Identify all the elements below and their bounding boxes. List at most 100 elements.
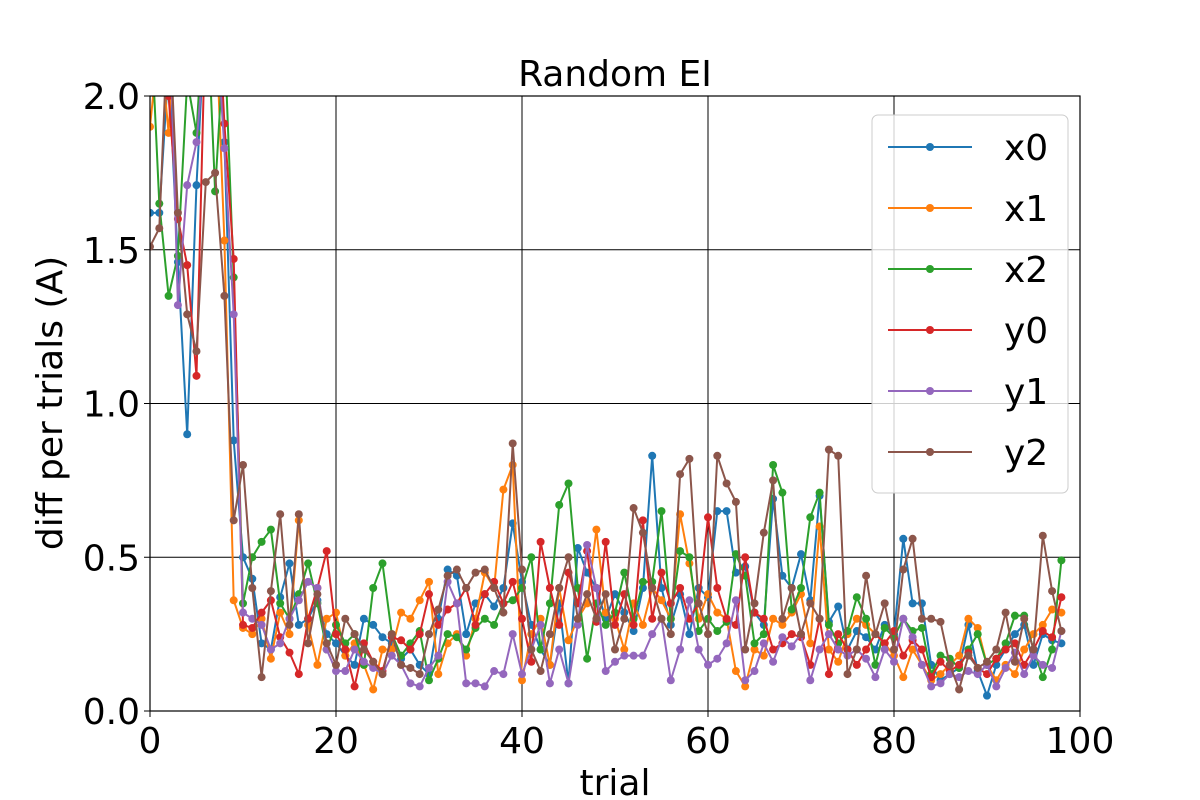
legend-marker [926,265,934,273]
data-point [852,660,861,669]
data-point [1038,673,1047,682]
data-point [583,654,592,663]
data-point [536,645,545,654]
data-point [750,667,759,676]
data-point [759,528,768,537]
data-point [350,630,359,639]
data-point [620,645,629,654]
data-point [536,667,545,676]
data-point [490,584,499,592]
data-point [908,534,917,543]
data-point [862,654,871,663]
data-point [992,645,1001,654]
data-point [508,596,517,605]
data-point [378,670,387,679]
data-point [769,657,778,666]
data-point [545,584,554,592]
data-point [769,461,778,469]
data-point [629,620,638,629]
data-point [824,620,833,629]
data-point [192,347,201,356]
data-point [1001,639,1010,648]
data-point [294,620,303,629]
data-point [406,663,415,672]
data-point [862,645,871,654]
data-point [973,630,982,639]
data-point [518,670,526,679]
y-tick-label: 0.5 [83,538,140,579]
data-point [759,614,768,623]
data-point [564,636,573,645]
data-point [406,679,415,688]
data-point [806,513,815,522]
data-point [834,657,843,666]
data-point [425,663,433,672]
data-point [945,660,954,669]
data-point [880,645,889,654]
data-point [508,439,517,448]
data-point [824,645,833,654]
data-point [824,445,833,454]
data-point [276,599,285,608]
data-point [350,682,359,691]
data-point [257,608,266,617]
data-point [322,639,331,648]
data-point [722,639,731,648]
data-point [164,291,173,300]
legend-marker [926,143,934,151]
data-point [797,584,805,592]
data-point [629,627,638,636]
data-point [769,476,778,485]
data-point [955,651,964,660]
data-point [1057,556,1066,565]
data-point [955,660,964,669]
y-tick-label: 0.0 [83,692,140,733]
data-point [434,651,443,660]
data-point [908,645,917,654]
data-point [471,568,480,577]
data-point [452,565,461,574]
data-point [657,568,666,577]
data-point [769,645,778,654]
data-point [1010,639,1019,648]
data-point [880,599,889,608]
data-point [434,620,443,629]
legend-marker [926,204,934,212]
data-point [936,651,945,660]
data-point [601,620,610,629]
y-tick-label: 1.0 [83,385,140,426]
data-point [294,596,303,605]
data-point [620,651,629,660]
data-point [527,657,536,666]
data-point [927,614,936,623]
data-point [778,614,787,623]
data-point [285,630,294,639]
data-point [257,673,266,682]
data-point [1048,633,1057,642]
data-point [406,614,415,623]
data-point [564,679,573,688]
data-point [611,657,619,666]
data-point [1057,593,1066,602]
data-point [1001,663,1010,672]
data-point [285,620,294,629]
data-point [508,577,517,586]
data-point [890,645,898,654]
x-tick-label: 0 [139,721,162,762]
data-point [834,602,843,611]
data-point [359,657,368,666]
data-point [332,667,340,676]
data-point [229,516,238,525]
data-point [871,673,880,682]
data-point [843,670,852,679]
data-point [862,633,871,642]
data-point [1057,608,1066,617]
data-point [313,660,322,669]
data-point [555,645,564,654]
data-point [676,584,685,592]
data-point [508,461,517,469]
data-point [778,620,787,629]
data-point [313,590,322,599]
data-point [704,513,712,522]
data-point [927,673,936,682]
